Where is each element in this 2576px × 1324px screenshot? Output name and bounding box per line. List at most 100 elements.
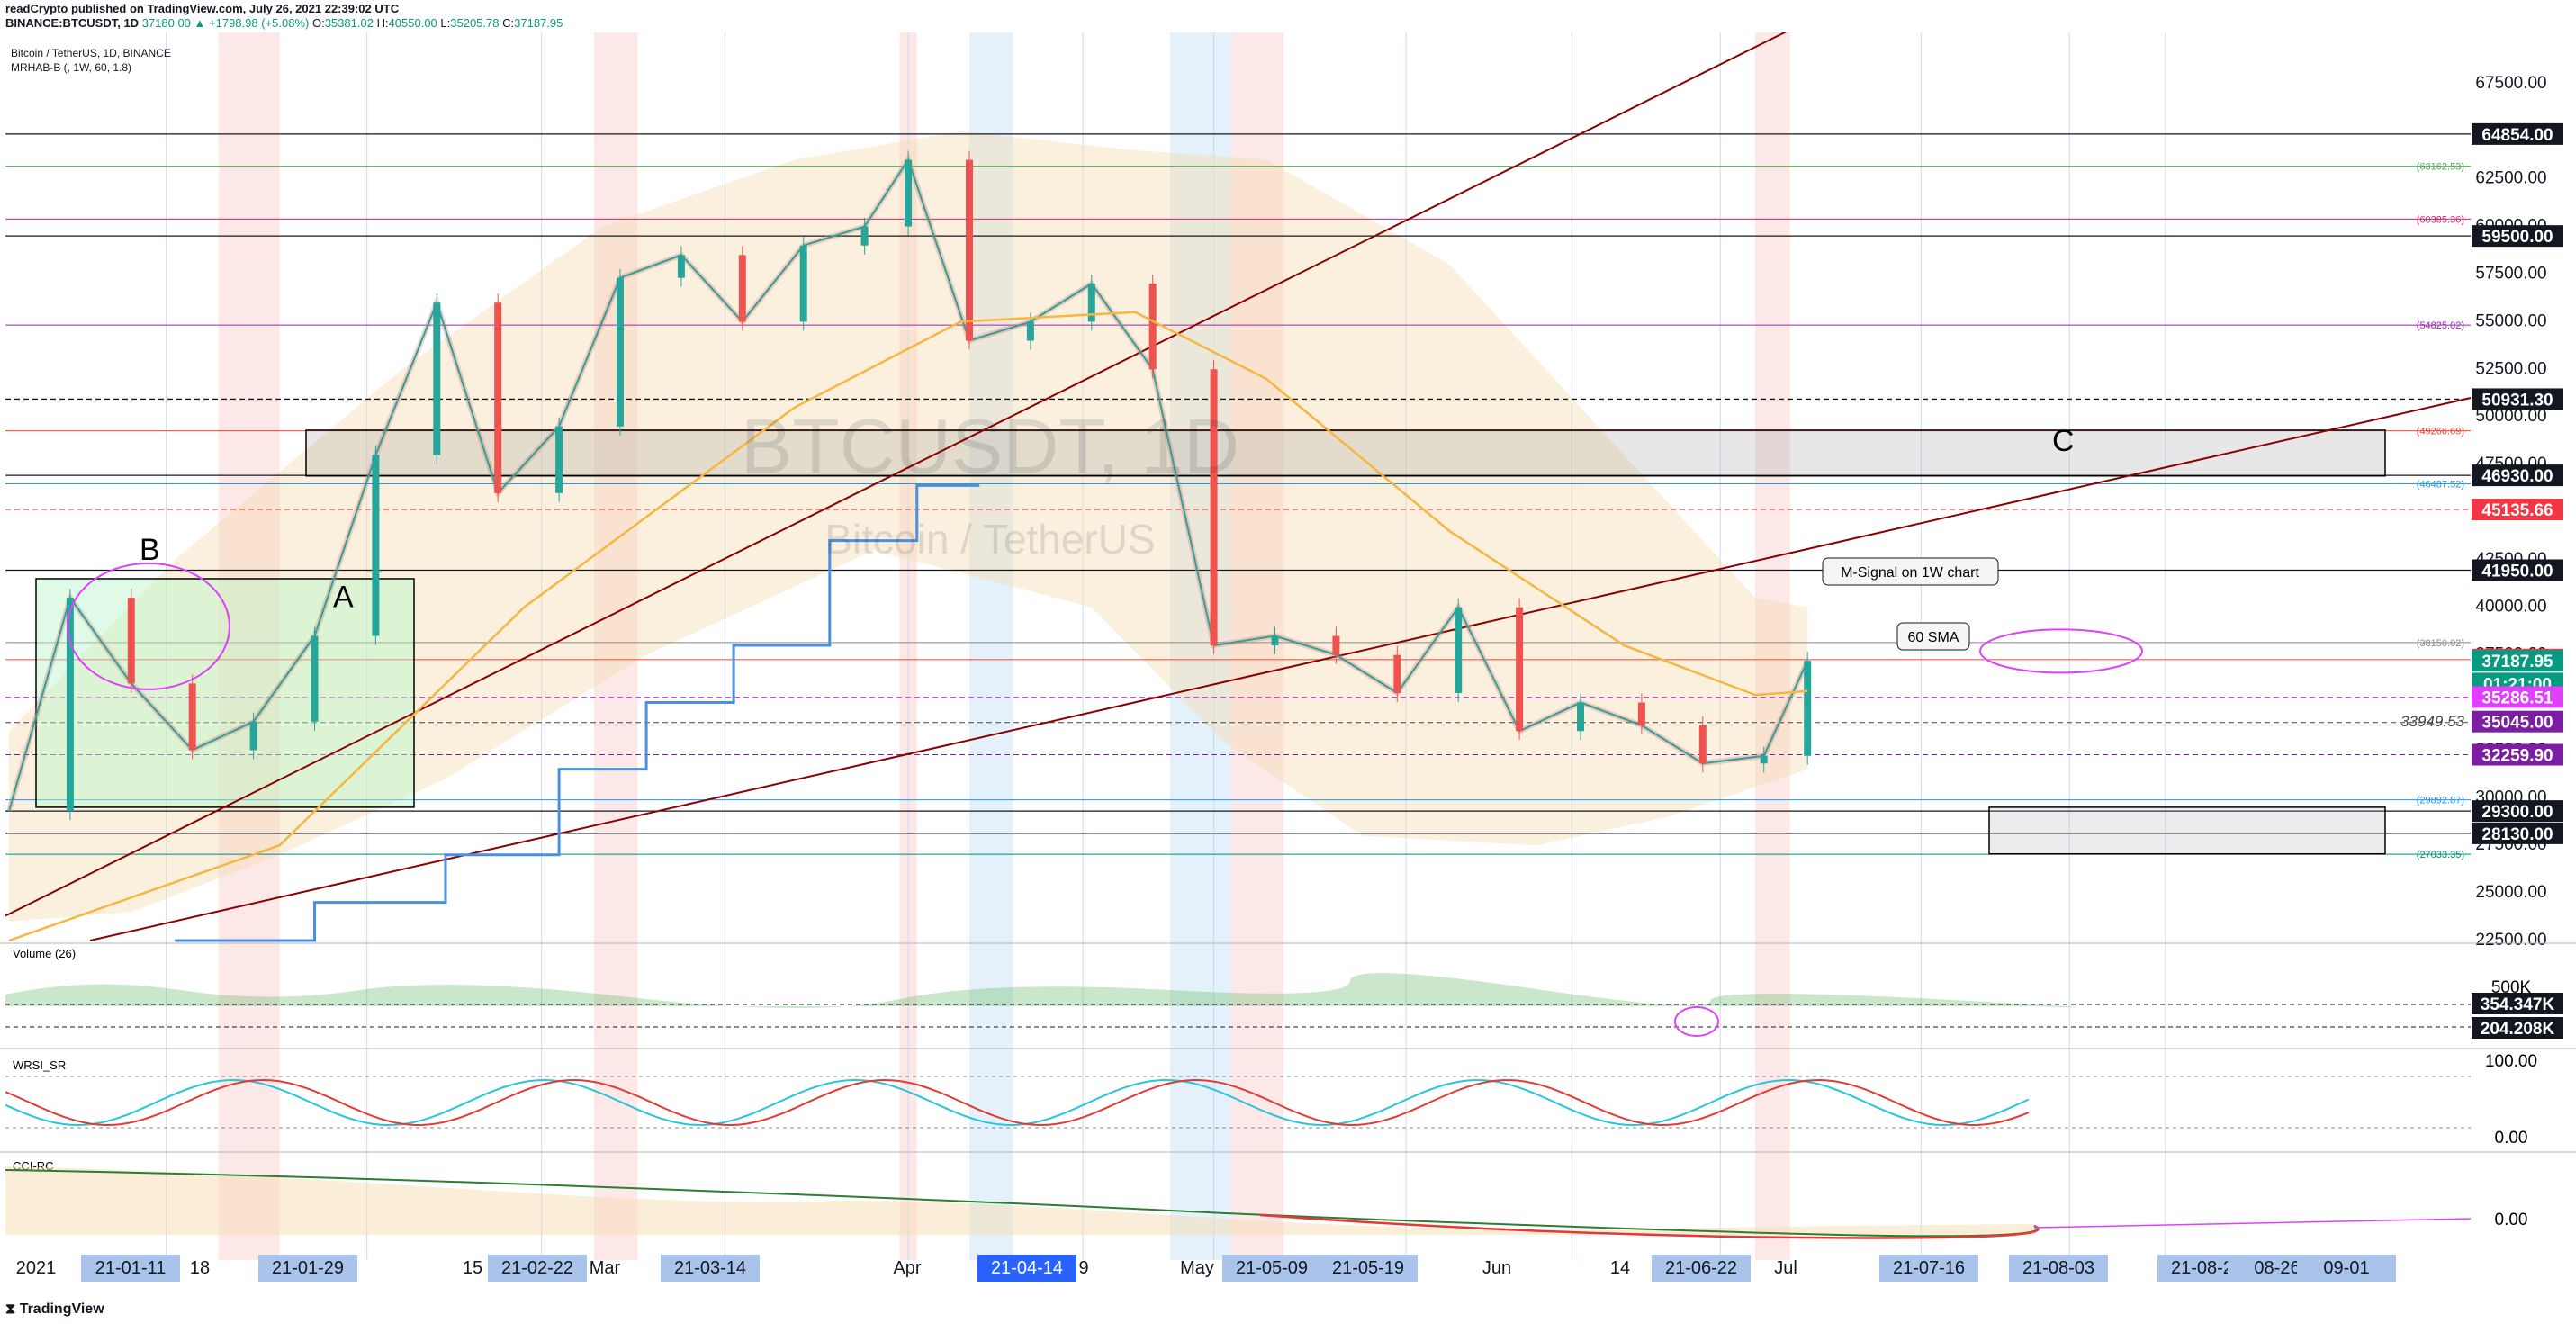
- candle-body: [127, 598, 135, 684]
- minor-level-label: (49266.69): [2417, 427, 2464, 437]
- candle-body: [1148, 284, 1157, 370]
- level-tag-label: 59500.00: [2481, 228, 2553, 247]
- x-tick-highlight: [2297, 1255, 2396, 1282]
- box-a: [35, 578, 415, 808]
- level-tag-label: 29300.00: [2481, 803, 2553, 822]
- label-c: C: [2052, 424, 2075, 458]
- x-tick-label: 21-04-14: [991, 1258, 1063, 1278]
- candle-body: [1271, 635, 1279, 646]
- candle-body: [188, 683, 196, 751]
- price-tag: [2472, 686, 2563, 708]
- volume-tag-label: 204.208K: [2481, 1020, 2555, 1039]
- candle-body: [1332, 635, 1340, 655]
- x-tick-highlight: [1319, 1255, 1418, 1282]
- tradingview-logo-icon: ⧗: [5, 1301, 20, 1317]
- x-tick-label: 21-08-20: [2171, 1258, 2243, 1278]
- minor-level-label: (27033.35): [2417, 850, 2464, 860]
- candle-body: [677, 255, 685, 278]
- watermark-symbol: BTCUSDT, 1D: [741, 403, 1239, 490]
- x-tick-label: 09-01: [2323, 1258, 2369, 1278]
- box-support: [1988, 806, 2386, 855]
- x-tick-label: 18: [190, 1258, 210, 1278]
- volume-tick: 500K: [2491, 978, 2532, 997]
- rsi-title: WRSI_SR: [13, 1058, 66, 1072]
- watermark-name: Bitcoin / TetherUS: [824, 516, 1155, 563]
- volume-tag: [2472, 1017, 2563, 1039]
- cci-projection: [2033, 1218, 2472, 1229]
- candle-body: [1698, 725, 1707, 764]
- volume-title: Volume (26): [13, 947, 76, 960]
- level-tag: [2472, 464, 2563, 487]
- candle-body: [1455, 607, 1463, 693]
- x-tick-label: 21-05-09: [1236, 1258, 1308, 1278]
- candle-body: [1210, 369, 1218, 646]
- rsi-tick: 100.00: [2485, 1052, 2537, 1071]
- price-chart[interactable]: BTCUSDT, 1D Bitcoin / TetherUS A B C M-Signal…: [0, 32, 2576, 1319]
- y-tick-label: 40000.00: [2475, 598, 2546, 617]
- minor-level-label: (63162.53): [2417, 162, 2464, 173]
- level-tag: [2472, 800, 2563, 823]
- price-tag: [2472, 710, 2563, 733]
- candle-body: [1760, 755, 1768, 764]
- x-tick-label: Apr: [893, 1258, 921, 1278]
- candle-body: [1393, 654, 1401, 693]
- msignal-1w-line: [175, 483, 980, 942]
- candle-body: [249, 721, 257, 751]
- highlight-band: [593, 32, 638, 1260]
- volatility-cloud: [9, 131, 1808, 922]
- msignal-callout-label: M-Signal on 1W chart: [1841, 565, 1979, 581]
- minor-level-label: (54825.02): [2417, 320, 2464, 331]
- level-tag-label: 64854.00: [2481, 126, 2553, 145]
- cci-area: [5, 1166, 2034, 1235]
- level-tag: [2472, 822, 2563, 844]
- candle-body: [966, 159, 973, 341]
- x-tick-label: Jul: [1774, 1258, 1797, 1278]
- volume-tag: [2472, 993, 2563, 1014]
- legend-indicator: MRHAB-B (, 1W, 60, 1.8): [11, 61, 132, 74]
- x-tick-label: 15: [463, 1258, 482, 1278]
- candle-body: [738, 255, 746, 322]
- x-tick-label: 21-08-03: [2022, 1258, 2094, 1278]
- x-tick-highlight: [2009, 1255, 2108, 1282]
- circle-price: [1979, 628, 2143, 674]
- x-tick-highlight: [1222, 1255, 1321, 1282]
- x-tick-highlight: [488, 1255, 587, 1282]
- legend-title: Bitcoin / TetherUS, 1D, BINANCE: [11, 47, 171, 59]
- highlight-band: [969, 32, 1013, 1260]
- cci-line: [5, 1169, 2039, 1238]
- candle-body: [617, 277, 624, 427]
- y-tick-label: 55000.00: [2475, 311, 2546, 330]
- x-tick-label: 21-01-11: [95, 1258, 167, 1278]
- rsi-line: [5, 1078, 2030, 1127]
- sma-callout: [1896, 622, 1970, 651]
- candle-body: [372, 455, 380, 636]
- x-tick-highlight: [1879, 1255, 1978, 1282]
- price-tag: [2472, 743, 2563, 766]
- x-tick-label: 21-05-19: [1332, 1258, 1404, 1278]
- x-tick-highlight: [258, 1255, 357, 1282]
- x-tick-label: 08-26: [2254, 1258, 2300, 1278]
- candle-body: [1804, 661, 1812, 756]
- highlight-band: [1170, 32, 1231, 1260]
- x-tick-label: 21-01-29: [272, 1258, 344, 1278]
- y-tick-label: 62500.00: [2475, 169, 2546, 188]
- price-tag-label: 32259.90: [2481, 747, 2553, 766]
- x-tick-highlight: [977, 1255, 1076, 1282]
- candle-body: [799, 245, 807, 322]
- x-tick-label: Jun: [1482, 1258, 1511, 1278]
- x-tick-highlight: [1652, 1255, 1751, 1282]
- trend-line-steep: [5, 32, 1788, 917]
- y-tick-label: 25000.00: [2475, 883, 2546, 902]
- candle-body: [1516, 607, 1524, 732]
- y-tick-label: 50000.00: [2475, 407, 2546, 426]
- x-tick-label: 9: [1078, 1258, 1088, 1278]
- y-tick-label: 22500.00: [2475, 931, 2546, 950]
- minor-level-label: (29892.87): [2417, 796, 2464, 806]
- volume-area: [5, 973, 2080, 1009]
- minor-level-label: (60385.36): [2417, 214, 2464, 225]
- volume-tag-label: 354.347K: [2481, 995, 2555, 1014]
- minor-level-label: (46487.52): [2417, 479, 2464, 490]
- msignal-callout: [1822, 557, 1999, 586]
- highlight-band: [1755, 32, 1790, 1260]
- x-tick-label: 14: [1610, 1258, 1630, 1278]
